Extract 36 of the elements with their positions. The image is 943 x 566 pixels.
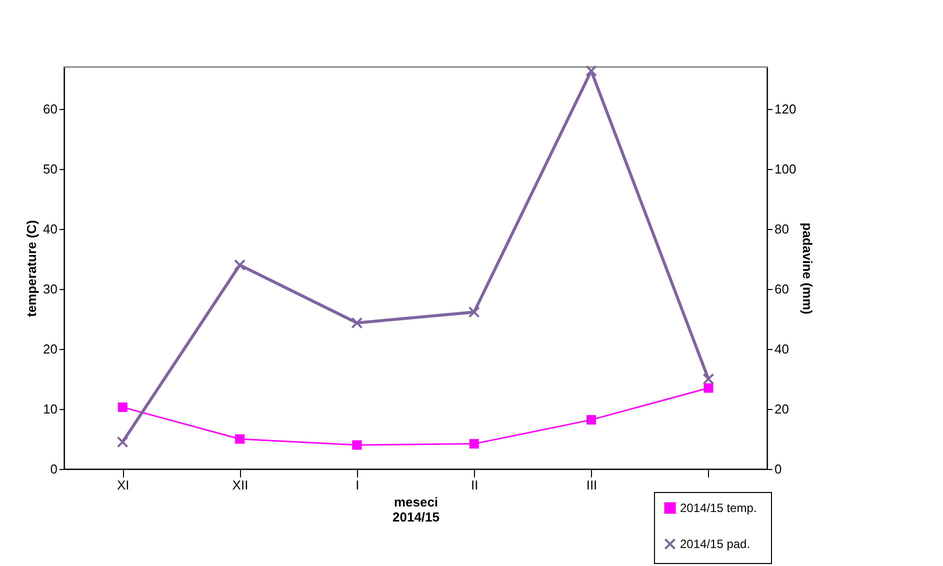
y2-tick-label: 100 [774, 162, 796, 176]
y2-tick-label: 20 [774, 402, 789, 416]
point [586, 415, 596, 425]
y2-tick-label: 120 [774, 102, 796, 116]
y-tick-label: 30 [43, 282, 58, 296]
point [235, 434, 244, 444]
point [704, 383, 714, 393]
y-tick-label: 0 [50, 462, 58, 476]
y-tick-label: 50 [43, 162, 58, 176]
x-tick-label: II [470, 478, 478, 492]
y2-tick-label: 40 [774, 342, 789, 356]
point [116, 436, 128, 448]
y2-tick-label: 60 [774, 282, 789, 296]
point [351, 317, 363, 329]
x-axis-title: meseci 2014/15 [392, 494, 440, 524]
y2-axis-title: padavine (mm) [800, 222, 816, 314]
point [702, 373, 714, 385]
legend-label: 2014/15 pad. [680, 537, 750, 551]
y2-tick-label: 80 [774, 222, 789, 236]
y-tick-label: 10 [43, 402, 58, 416]
x-tick-label: III [586, 478, 598, 492]
x-tick-label: XII [232, 478, 248, 492]
point [586, 65, 597, 77]
y-tick-label: 20 [43, 342, 58, 356]
point [118, 402, 128, 412]
y-axis-title: temperature (C) [24, 220, 40, 317]
x-tick-label: XI [116, 478, 130, 492]
x-tick-label: I [356, 478, 360, 492]
point [468, 306, 480, 318]
point [234, 259, 246, 271]
y-tick-label: 40 [43, 222, 58, 236]
point [352, 440, 362, 450]
y-tick-label: 60 [43, 102, 58, 116]
legend-label: 2014/15 temp. [680, 501, 757, 515]
point [469, 439, 479, 449]
y2-tick-label: 0 [774, 462, 782, 476]
